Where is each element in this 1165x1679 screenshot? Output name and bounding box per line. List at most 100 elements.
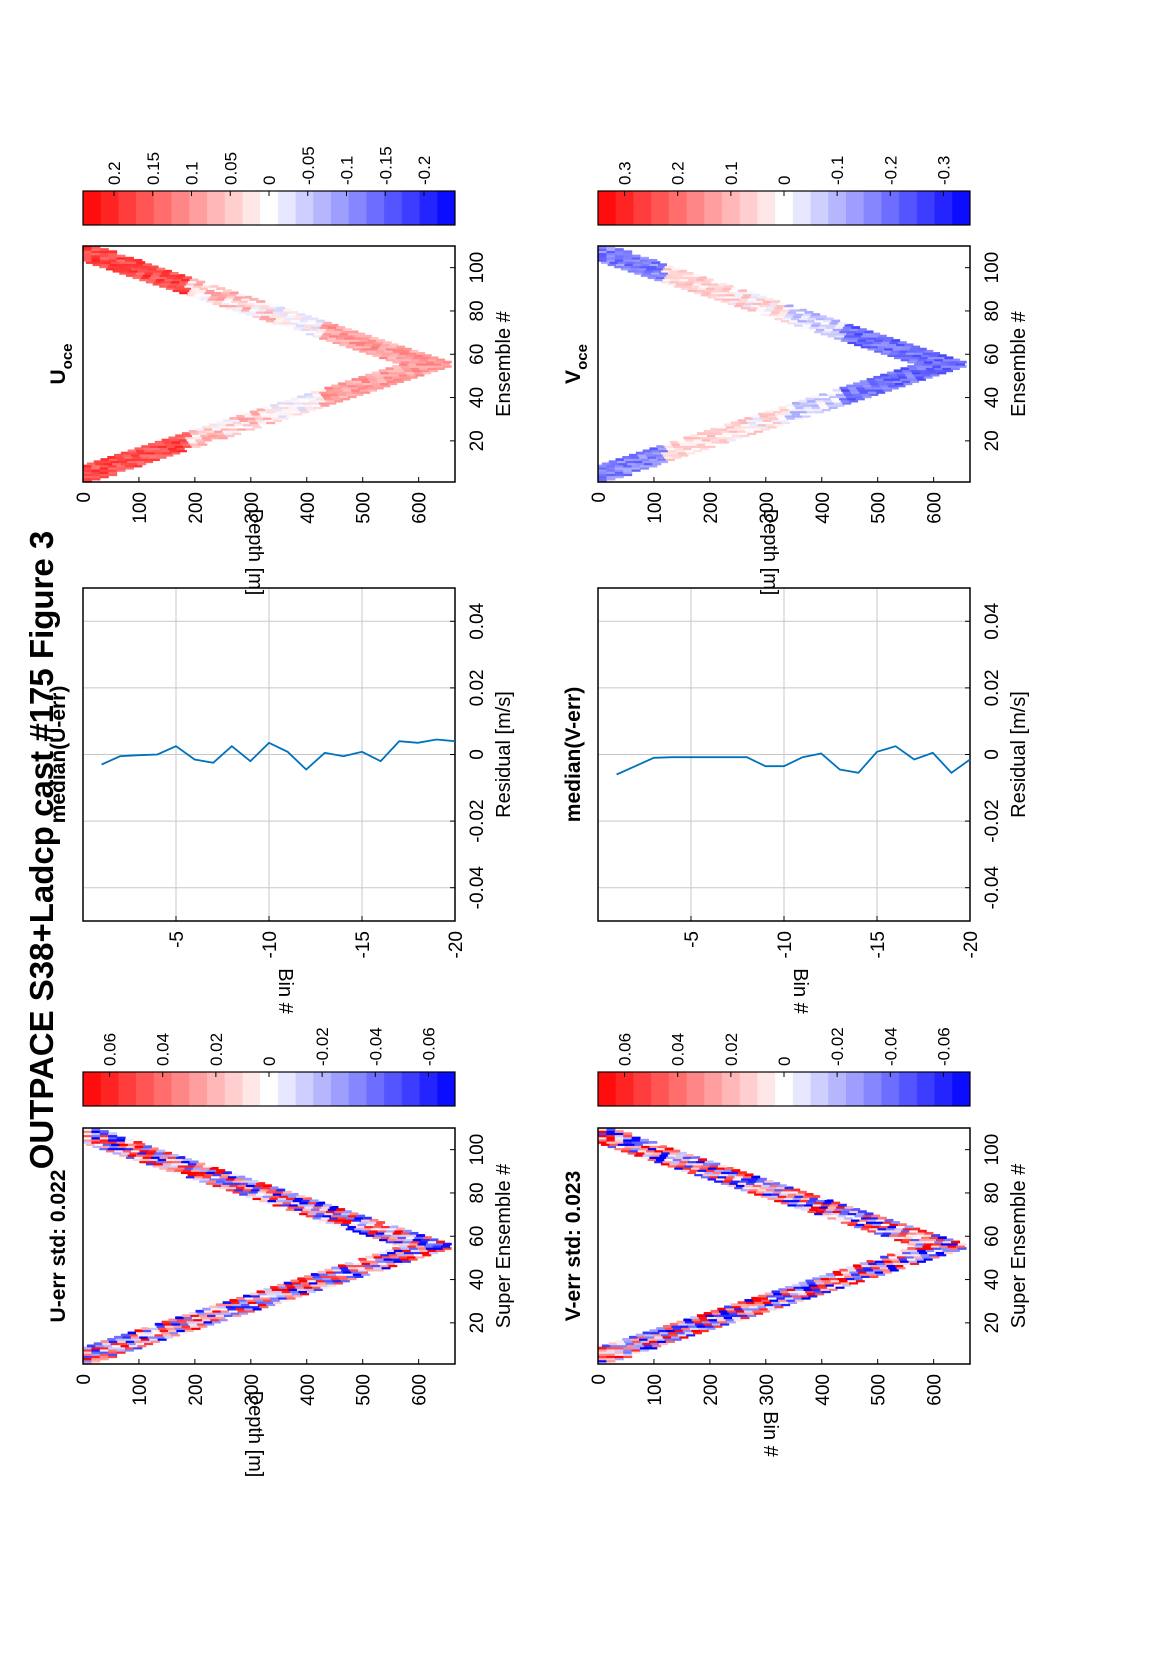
heatmap-cell bbox=[172, 278, 182, 282]
heatmap-cell bbox=[614, 1138, 624, 1142]
heatmap-cell bbox=[147, 1149, 157, 1153]
heatmap-cell bbox=[260, 1197, 270, 1201]
heatmap-cell bbox=[698, 445, 708, 448]
heatmap-cell bbox=[131, 267, 141, 271]
heatmap-cell bbox=[393, 1249, 403, 1253]
heatmap-cell bbox=[271, 417, 281, 420]
heatmap-cell bbox=[372, 1225, 382, 1229]
heatmap-cell bbox=[307, 397, 317, 401]
heatmap-cell bbox=[146, 269, 156, 273]
heatmap-cell bbox=[737, 430, 747, 433]
heatmap-cell bbox=[862, 384, 872, 388]
heatmap-cell bbox=[294, 326, 304, 329]
heatmap-cell bbox=[268, 412, 278, 416]
heatmap-cell bbox=[117, 1340, 127, 1343]
heatmap-cell bbox=[598, 256, 607, 260]
heatmap-cell bbox=[672, 276, 682, 280]
heatmap-cell bbox=[346, 1264, 356, 1268]
heatmap-cell bbox=[609, 1143, 619, 1146]
heatmap-cell bbox=[147, 1160, 157, 1164]
heatmap-cell bbox=[209, 295, 219, 299]
heatmap-cell bbox=[412, 1251, 422, 1255]
heatmap-cell bbox=[917, 1249, 927, 1253]
heatmap-cell bbox=[893, 1251, 903, 1255]
heatmap-cell bbox=[682, 1166, 692, 1170]
heatmap-cell bbox=[188, 1312, 198, 1315]
heatmap-cell bbox=[376, 339, 386, 342]
heatmap-cell bbox=[796, 310, 806, 314]
heatmap-cell bbox=[842, 391, 852, 394]
heatmap-cell bbox=[275, 1199, 285, 1203]
heatmap-cell bbox=[722, 1314, 732, 1317]
heatmap-cell bbox=[847, 341, 857, 345]
heatmap-cell bbox=[825, 1273, 835, 1276]
heatmap-cell bbox=[801, 404, 811, 407]
heatmap-cell bbox=[278, 414, 288, 418]
heatmap-cell bbox=[171, 280, 181, 284]
heatmap-cell bbox=[674, 1329, 684, 1333]
heatmap-cell bbox=[222, 1182, 232, 1185]
heatmap-cell bbox=[334, 1270, 344, 1274]
heatmap-cell bbox=[880, 373, 890, 377]
heatmap-cell bbox=[773, 1292, 783, 1296]
colorbar-tick-label: 0.1 bbox=[722, 161, 741, 185]
heatmap-cell bbox=[820, 406, 830, 409]
heatmap-cell bbox=[916, 1260, 926, 1263]
heatmap-cell bbox=[689, 445, 699, 448]
colorbar-segment bbox=[224, 191, 243, 225]
heatmap-cell bbox=[771, 1182, 781, 1185]
heatmap-cell bbox=[190, 432, 200, 435]
heatmap-cell bbox=[774, 1294, 784, 1298]
heatmap-cell bbox=[950, 1249, 960, 1253]
heatmap-cell bbox=[130, 453, 140, 457]
heatmap-cell bbox=[822, 319, 832, 323]
heatmap-cell bbox=[862, 1266, 872, 1270]
heatmap-cell bbox=[178, 438, 188, 442]
heatmap-cell bbox=[852, 1216, 862, 1220]
heatmap-cell bbox=[94, 261, 104, 264]
colorbar-segment bbox=[295, 191, 314, 225]
heatmap-cell bbox=[660, 280, 670, 284]
heatmap-cell bbox=[235, 304, 245, 308]
heatmap-cell bbox=[735, 427, 745, 431]
heatmap-cell bbox=[332, 341, 342, 345]
heatmap-cell bbox=[598, 1140, 607, 1144]
heatmap-cell bbox=[854, 1277, 864, 1281]
heatmap-cell bbox=[795, 406, 805, 409]
heatmap-cell bbox=[124, 466, 134, 470]
heatmap-cell bbox=[337, 334, 347, 338]
heatmap-cell bbox=[415, 373, 425, 377]
heatmap-cell bbox=[623, 254, 633, 258]
heatmap-cell bbox=[227, 425, 237, 429]
heatmap-cell bbox=[132, 1158, 142, 1162]
y-tick-label: 200 bbox=[186, 492, 207, 524]
heatmap-cell bbox=[925, 367, 935, 371]
heatmap-cell bbox=[884, 1262, 894, 1266]
heatmap-cell bbox=[660, 1162, 670, 1166]
heatmap-cell bbox=[862, 1214, 872, 1218]
heatmap-cell bbox=[167, 1156, 177, 1159]
heatmap-cell bbox=[354, 334, 364, 338]
heatmap-cell bbox=[631, 466, 641, 470]
heatmap-cell bbox=[225, 1305, 235, 1309]
heatmap-cell bbox=[671, 1335, 681, 1339]
heatmap-cell bbox=[825, 401, 835, 405]
heatmap-cell bbox=[332, 1212, 342, 1216]
heatmap-cell bbox=[896, 343, 906, 347]
heatmap-cell bbox=[239, 1192, 249, 1196]
heatmap-cell bbox=[101, 1145, 110, 1149]
heatmap-cell bbox=[225, 306, 235, 310]
heatmap-cell bbox=[794, 313, 804, 316]
heatmap-cell bbox=[289, 1203, 299, 1207]
heatmap-cell bbox=[917, 1229, 927, 1233]
heatmap-cell bbox=[166, 445, 176, 448]
heatmap-cell bbox=[284, 412, 294, 416]
heatmap-cell bbox=[639, 256, 649, 260]
heatmap-cell bbox=[239, 419, 249, 422]
colorbar-tick-label: -0.04 bbox=[366, 1027, 385, 1066]
heatmap-cell bbox=[598, 471, 607, 474]
heatmap-cell bbox=[191, 1327, 201, 1330]
heatmap-cell bbox=[887, 1236, 897, 1240]
heatmap-cell bbox=[739, 1179, 749, 1183]
colorbar-segment bbox=[331, 191, 350, 225]
